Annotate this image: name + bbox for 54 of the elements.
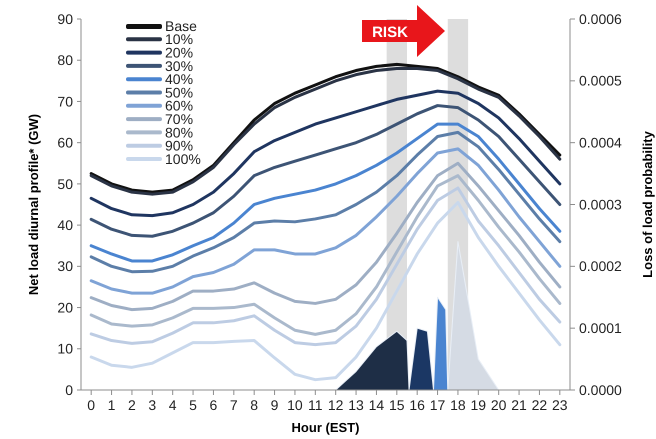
x-tick-label: 1 (108, 397, 116, 413)
y-axis-title: Net load diurnal profile* (GW) (26, 114, 41, 296)
y-tick-label: 60 (57, 134, 74, 151)
y2-tick-label: 0.0002 (579, 258, 622, 274)
x-tick-label: 23 (552, 397, 568, 413)
y2-tick-label: 0.0001 (579, 320, 622, 336)
y2-axis-title: Loss of load probability (640, 130, 655, 278)
y-tick-label: 80 (57, 52, 74, 68)
x-tick-label: 21 (511, 397, 528, 413)
legend-label: Base (165, 18, 198, 34)
x-tick-label: 13 (348, 397, 364, 413)
y2-tick-label: 0.0004 (579, 134, 622, 151)
legend-label: 80% (165, 124, 194, 140)
x-tick-label: 11 (308, 397, 323, 413)
y-tick-label: 90 (57, 10, 74, 27)
y-tick-label: 50 (57, 176, 74, 192)
x-tick-label: 14 (368, 397, 384, 413)
x-tick-label: 16 (409, 397, 426, 413)
x-tick-label: 9 (270, 397, 279, 413)
y2-tick-label: 0.0006 (579, 10, 622, 27)
x-tick-label: 6 (210, 397, 218, 413)
x-tick-label: 22 (532, 397, 548, 413)
x-tick-label: 2 (128, 397, 136, 413)
x-tick-label: 4 (168, 397, 177, 413)
x-tick-label: 17 (430, 397, 446, 413)
y2-tick-label: 0.0003 (579, 196, 622, 212)
legend-label: 30% (165, 58, 194, 74)
x-tick-label: 7 (230, 397, 238, 413)
legend-label: 10% (165, 31, 194, 48)
legend-label: 60% (165, 98, 194, 114)
x-tick-label: 10 (287, 397, 303, 413)
y-tick-label: 30 (57, 258, 74, 274)
x-tick-label: 12 (328, 397, 344, 413)
y-tick-label: 0 (65, 382, 74, 398)
y2-tick-label: 0.0000 (579, 382, 622, 398)
x-tick-label: 20 (490, 397, 507, 413)
line-series (90, 200, 562, 382)
x-tick-label: 18 (450, 397, 466, 413)
x-axis-title: Hour (EST) (292, 420, 360, 435)
y2-tick-label: 0.0005 (579, 72, 622, 89)
x-tick-label: 8 (250, 397, 258, 413)
y-tick-label: 10 (57, 340, 74, 357)
x-tick-label: 3 (148, 397, 156, 413)
legend-label: 20% (165, 44, 194, 60)
x-tick-label: 0 (87, 397, 96, 413)
x-tick-label: 15 (389, 397, 405, 413)
x-tick-label: 5 (189, 397, 198, 413)
x-tick-label: 19 (470, 397, 486, 413)
legend-label: 70% (165, 111, 194, 127)
y-tick-label: 40 (57, 217, 74, 234)
line-series (90, 90, 562, 218)
y-tick-label: 70 (57, 93, 74, 110)
y-tick-label: 20 (57, 299, 74, 316)
annotation: RISK (372, 24, 408, 41)
